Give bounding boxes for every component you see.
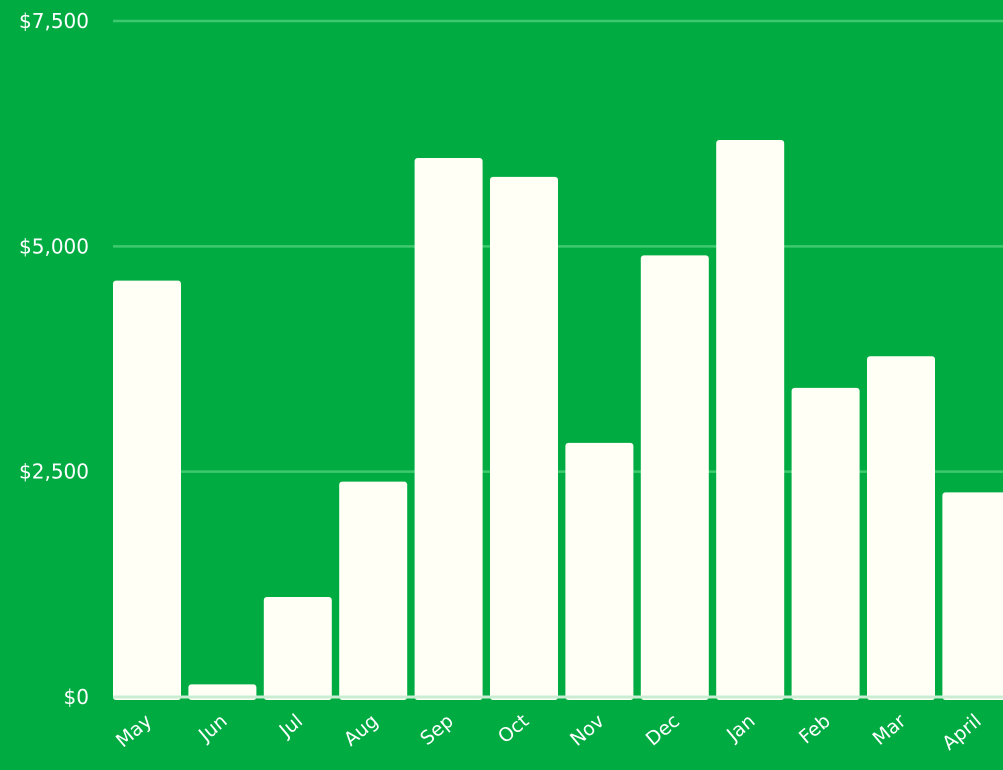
x-tick-label: May xyxy=(112,710,156,752)
x-tick-label: Jun xyxy=(194,710,232,747)
y-tick-label: $2,500 xyxy=(19,460,89,484)
x-tick-label: Dec xyxy=(642,710,684,750)
bar-jan xyxy=(716,139,785,700)
bar-april xyxy=(942,492,1003,700)
x-tick-label: Jan xyxy=(722,710,759,746)
x-tick-label: Sep xyxy=(416,710,458,750)
x-tick-label: Nov xyxy=(566,710,609,751)
bar-feb xyxy=(791,387,860,700)
bar-sep xyxy=(414,158,483,700)
y-tick-label: $5,000 xyxy=(19,234,89,258)
y-tick-label: $7,500 xyxy=(19,9,89,33)
bar-dec xyxy=(640,255,709,700)
x-tick-labels: May Jun Jul Aug Sep Oct Nov Dec Jan Feb Mar April xyxy=(112,710,986,755)
x-tick-label: Aug xyxy=(340,710,383,751)
x-tick-label: April xyxy=(938,710,985,755)
x-tick-label: Mar xyxy=(869,710,911,750)
bar-nov xyxy=(565,442,634,700)
y-tick-labels: $0 $2,500 $5,000 $7,500 xyxy=(19,9,89,709)
x-tick-label: Jul xyxy=(275,710,307,742)
bars-layer xyxy=(113,139,1003,700)
bar-mar xyxy=(867,356,935,700)
x-tick-label: Feb xyxy=(795,710,835,748)
bar-aug xyxy=(339,481,408,700)
bar-oct xyxy=(490,176,558,700)
x-tick-label: Oct xyxy=(494,710,533,748)
bar-may xyxy=(113,280,181,700)
y-tick-label: $0 xyxy=(64,685,89,709)
bar-jul xyxy=(263,596,332,700)
